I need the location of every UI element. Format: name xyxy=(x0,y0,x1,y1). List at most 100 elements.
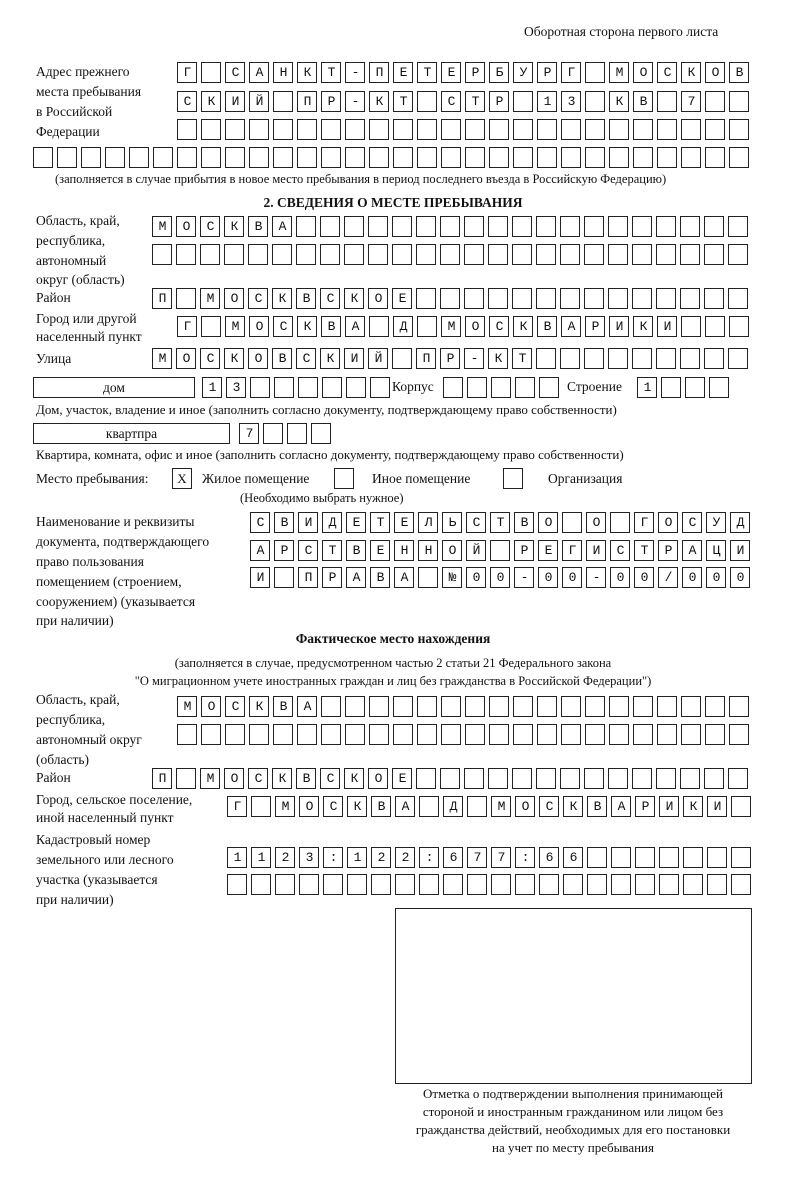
prev-address-row-cell[interactable] xyxy=(57,147,77,168)
building-row-cell[interactable] xyxy=(661,377,681,398)
apartment-type-field[interactable]: квартпра xyxy=(33,423,230,444)
prev-address-row-cell[interactable] xyxy=(657,62,677,83)
prev-address-row-cell[interactable] xyxy=(537,119,557,140)
prev-address-row-cell[interactable] xyxy=(609,91,629,112)
cadastral-row-cell[interactable] xyxy=(587,874,607,895)
actual-region-row-cell[interactable] xyxy=(729,696,749,717)
actual-city-row-cell[interactable] xyxy=(731,796,751,817)
actual-city-row-cell[interactable] xyxy=(299,796,319,817)
city-row-cell[interactable] xyxy=(729,316,749,337)
street-row-cell[interactable] xyxy=(392,348,412,369)
region-row-cell[interactable] xyxy=(512,244,532,265)
actual-district-row-cell[interactable] xyxy=(440,768,460,789)
actual-city-row-cell[interactable] xyxy=(227,796,247,817)
document-row-cell[interactable] xyxy=(490,567,510,588)
prev-address-row-cell[interactable] xyxy=(225,119,245,140)
prev-address-row-cell[interactable] xyxy=(441,147,461,168)
actual-region-row-cell[interactable] xyxy=(417,724,437,745)
cadastral-row-cell[interactable] xyxy=(683,874,703,895)
document-row-cell[interactable] xyxy=(250,540,270,561)
cadastral-row-cell[interactable] xyxy=(659,847,679,868)
city-row-cell[interactable] xyxy=(585,316,605,337)
cadastral-row-cell[interactable] xyxy=(611,847,631,868)
actual-district-row-cell[interactable] xyxy=(656,768,676,789)
actual-district-row-cell[interactable] xyxy=(680,768,700,789)
document-row-cell[interactable] xyxy=(562,567,582,588)
actual-region-row-cell[interactable] xyxy=(609,724,629,745)
actual-city-row-cell[interactable] xyxy=(707,796,727,817)
actual-region-row-cell[interactable] xyxy=(585,696,605,717)
city-row-cell[interactable] xyxy=(249,316,269,337)
cadastral-row-cell[interactable] xyxy=(539,847,559,868)
actual-district-row-cell[interactable] xyxy=(152,768,172,789)
apartment-row-cell[interactable] xyxy=(263,423,283,444)
prev-address-row-cell[interactable] xyxy=(297,119,317,140)
street-row-cell[interactable] xyxy=(488,348,508,369)
prev-address-row-cell[interactable] xyxy=(249,119,269,140)
prev-address-row-cell[interactable] xyxy=(297,62,317,83)
document-row-cell[interactable] xyxy=(466,540,486,561)
actual-region-row-cell[interactable] xyxy=(705,696,725,717)
cadastral-row-cell[interactable] xyxy=(659,874,679,895)
district-row-cell[interactable] xyxy=(416,288,436,309)
house-number-row-cell[interactable] xyxy=(322,377,342,398)
document-row-cell[interactable] xyxy=(586,540,606,561)
district-row-cell[interactable] xyxy=(224,288,244,309)
actual-city-row-cell[interactable] xyxy=(419,796,439,817)
house-number-row-cell[interactable] xyxy=(346,377,366,398)
district-row-cell[interactable] xyxy=(272,288,292,309)
actual-region-row-cell[interactable] xyxy=(537,724,557,745)
prev-address-row-cell[interactable] xyxy=(657,119,677,140)
prev-address-row-cell[interactable] xyxy=(345,147,365,168)
prev-address-row-cell[interactable] xyxy=(633,147,653,168)
actual-region-row-cell[interactable] xyxy=(345,724,365,745)
street-row-cell[interactable] xyxy=(512,348,532,369)
street-row-cell[interactable] xyxy=(704,348,724,369)
prev-address-row-cell[interactable] xyxy=(633,91,653,112)
city-row-cell[interactable] xyxy=(273,316,293,337)
prev-address-row-cell[interactable] xyxy=(537,62,557,83)
prev-address-row-cell[interactable] xyxy=(465,62,485,83)
prev-address-row-cell[interactable] xyxy=(249,147,269,168)
cadastral-row-cell[interactable] xyxy=(443,874,463,895)
street-row-cell[interactable] xyxy=(176,348,196,369)
prev-address-row-cell[interactable] xyxy=(489,147,509,168)
prev-address-row-cell[interactable] xyxy=(321,91,341,112)
building-row-cell[interactable] xyxy=(709,377,729,398)
region-row-cell[interactable] xyxy=(296,216,316,237)
prev-address-row-cell[interactable] xyxy=(609,62,629,83)
city-row-cell[interactable] xyxy=(321,316,341,337)
building-row-cell[interactable] xyxy=(685,377,705,398)
cadastral-row-cell[interactable] xyxy=(707,874,727,895)
document-row-cell[interactable] xyxy=(322,540,342,561)
apartment-row-cell[interactable] xyxy=(287,423,307,444)
cadastral-row-cell[interactable] xyxy=(419,847,439,868)
district-row-cell[interactable] xyxy=(152,288,172,309)
prev-address-row-cell[interactable] xyxy=(321,147,341,168)
actual-city-row-cell[interactable] xyxy=(395,796,415,817)
cadastral-row-cell[interactable] xyxy=(419,874,439,895)
street-row-cell[interactable] xyxy=(680,348,700,369)
prev-address-row-cell[interactable] xyxy=(465,119,485,140)
actual-region-row-cell[interactable] xyxy=(441,696,461,717)
document-row-cell[interactable] xyxy=(274,540,294,561)
region-row-cell[interactable] xyxy=(536,216,556,237)
prev-address-row-cell[interactable] xyxy=(201,147,221,168)
document-row-cell[interactable] xyxy=(610,567,630,588)
document-row-cell[interactable] xyxy=(250,567,270,588)
actual-city-row-cell[interactable] xyxy=(467,796,487,817)
prev-address-row-cell[interactable] xyxy=(537,147,557,168)
region-row-cell[interactable] xyxy=(584,216,604,237)
region-row-cell[interactable] xyxy=(608,244,628,265)
actual-city-row-cell[interactable] xyxy=(323,796,343,817)
document-row-cell[interactable] xyxy=(298,540,318,561)
document-row-cell[interactable] xyxy=(322,512,342,533)
actual-city-row-cell[interactable] xyxy=(563,796,583,817)
prev-address-row-cell[interactable] xyxy=(81,147,101,168)
document-row-cell[interactable] xyxy=(442,567,462,588)
cadastral-row-cell[interactable] xyxy=(563,874,583,895)
district-row-cell[interactable] xyxy=(680,288,700,309)
document-row-cell[interactable] xyxy=(682,512,702,533)
actual-region-row-cell[interactable] xyxy=(225,724,245,745)
street-row-cell[interactable] xyxy=(536,348,556,369)
